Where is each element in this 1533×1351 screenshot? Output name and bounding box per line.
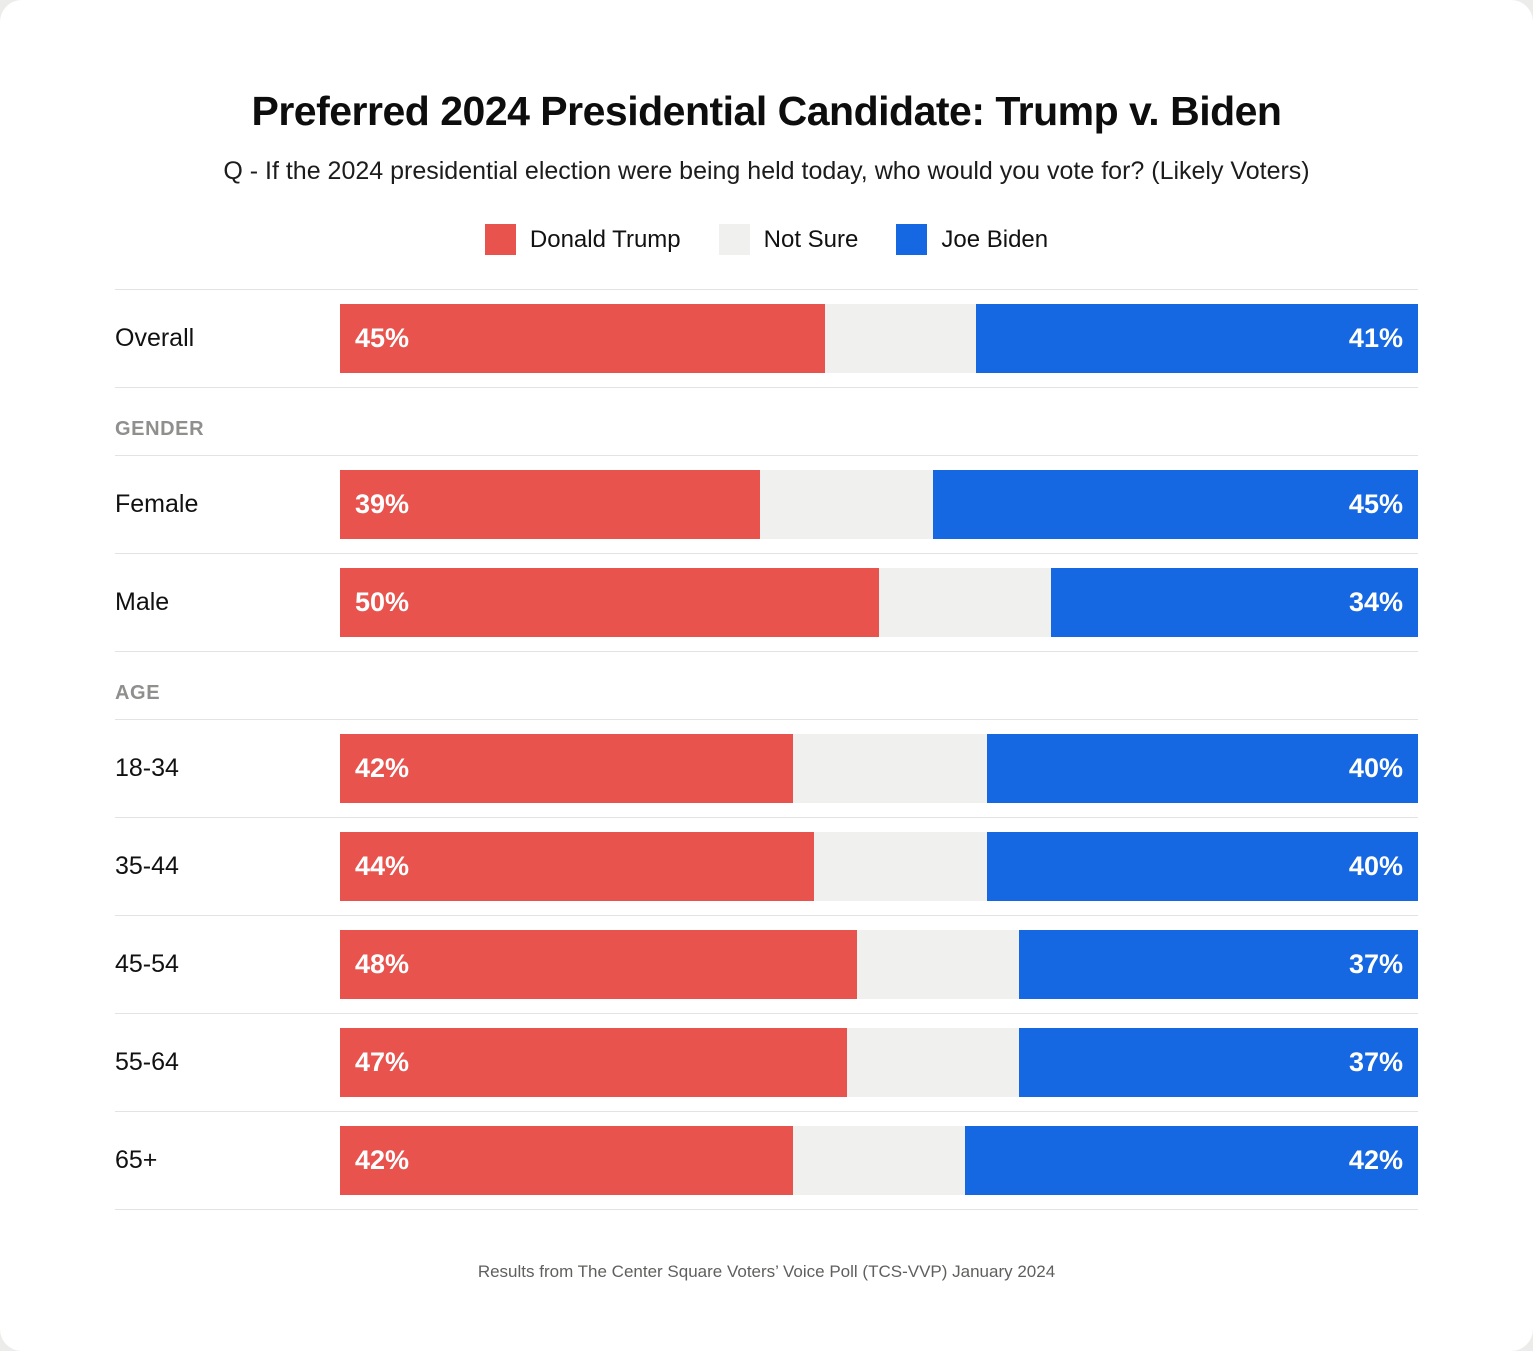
biden-color-swatch [896,224,928,255]
stacked-bar-chart: Overall 45% 41% GENDER Female 39% 45% Ma… [115,289,1418,1210]
biden-bar-segment: 37% [1019,930,1418,999]
legend-label-not-sure: Not Sure [763,225,859,253]
trump-bar-segment: 50% [340,568,879,637]
biden-value-label: 37% [1348,1047,1403,1077]
trump-bar-segment: 44% [340,832,815,901]
legend-label-trump: Donald Trump [529,225,681,253]
not-sure-bar-segment [879,568,1052,637]
chart-row: 18-34 42% 40% [115,720,1418,818]
section-header: GENDER [115,418,1418,456]
biden-value-label: 34% [1348,587,1403,617]
section-header: AGE [115,682,1418,720]
not-sure-bar-segment [792,734,987,803]
biden-bar-segment: 40% [986,734,1418,803]
trump-value-label: 47% [355,1047,410,1077]
chart-row: 65+ 42% 42% [115,1112,1418,1210]
trump-bar-segment: 42% [340,734,793,803]
not-sure-bar-segment [825,304,976,373]
bar-track: 47% 37% [340,1028,1418,1097]
biden-bar-segment: 42% [965,1126,1418,1195]
chart-row: Female 39% 45% [115,456,1418,554]
bar-track: 48% 37% [340,930,1418,999]
chart-row: 55-64 47% 37% [115,1014,1418,1112]
trump-value-label: 45% [355,323,410,353]
row-label: Female [115,490,199,518]
trump-bar-segment: 47% [340,1028,847,1097]
trump-value-label: 48% [355,949,410,979]
bar-track: 44% 40% [340,832,1418,901]
trump-color-swatch [484,224,516,255]
legend-label-biden: Joe Biden [941,225,1049,253]
legend-item-not-sure: Not Sure [718,224,859,255]
trump-value-label: 50% [355,587,410,617]
trump-bar-segment: 42% [340,1126,793,1195]
trump-value-label: 42% [355,1145,410,1175]
biden-value-label: 41% [1348,323,1403,353]
legend-item-trump: Donald Trump [484,224,681,255]
biden-value-label: 42% [1348,1145,1403,1175]
biden-bar-segment: 34% [1051,568,1418,637]
legend-item-biden: Joe Biden [896,224,1048,255]
chart-row: 45-54 48% 37% [115,916,1418,1014]
bar-track: 50% 34% [340,568,1418,637]
biden-value-label: 40% [1348,851,1403,881]
page-title: Preferred 2024 Presidential Candidate: T… [251,88,1282,134]
biden-value-label: 45% [1348,489,1403,519]
biden-bar-segment: 45% [932,470,1418,539]
biden-value-label: 40% [1348,753,1403,783]
legend: Donald Trump Not Sure Joe Biden [115,224,1418,255]
chart-row: 35-44 44% 40% [115,818,1418,916]
row-label: 18-34 [115,754,179,782]
bar-track: 45% 41% [340,304,1418,373]
trump-value-label: 39% [355,489,410,519]
source-footer: Results from The Center Square Voters’ V… [477,1262,1056,1281]
biden-bar-segment: 40% [986,832,1418,901]
not-sure-bar-segment [846,1028,1020,1097]
not-sure-bar-segment [814,832,987,901]
not-sure-bar-segment [857,930,1020,999]
trump-value-label: 44% [355,851,410,881]
trump-value-label: 42% [355,753,410,783]
biden-value-label: 37% [1348,949,1403,979]
chart-row: Male 50% 34% [115,554,1418,652]
biden-bar-segment: 37% [1019,1028,1418,1097]
trump-bar-segment: 45% [340,304,826,373]
not-sure-bar-segment [760,470,933,539]
chart-row: Overall 45% 41% [115,290,1418,388]
biden-bar-segment: 41% [976,304,1418,373]
trump-bar-segment: 48% [340,930,858,999]
bar-track: 42% 42% [340,1126,1418,1195]
trump-bar-segment: 39% [340,470,761,539]
row-label: 55-64 [115,1048,179,1076]
bar-track: 42% 40% [340,734,1418,803]
chart-subtitle: Q - If the 2024 presidential election we… [223,157,1310,185]
row-label: 65+ [115,1146,158,1174]
row-label: Male [115,588,170,616]
row-label: 35-44 [115,852,179,880]
row-label: 45-54 [115,950,179,978]
not-sure-bar-segment [792,1126,966,1195]
not-sure-color-swatch [718,224,750,255]
bar-track: 39% 45% [340,470,1418,539]
row-label: Overall [115,324,195,352]
